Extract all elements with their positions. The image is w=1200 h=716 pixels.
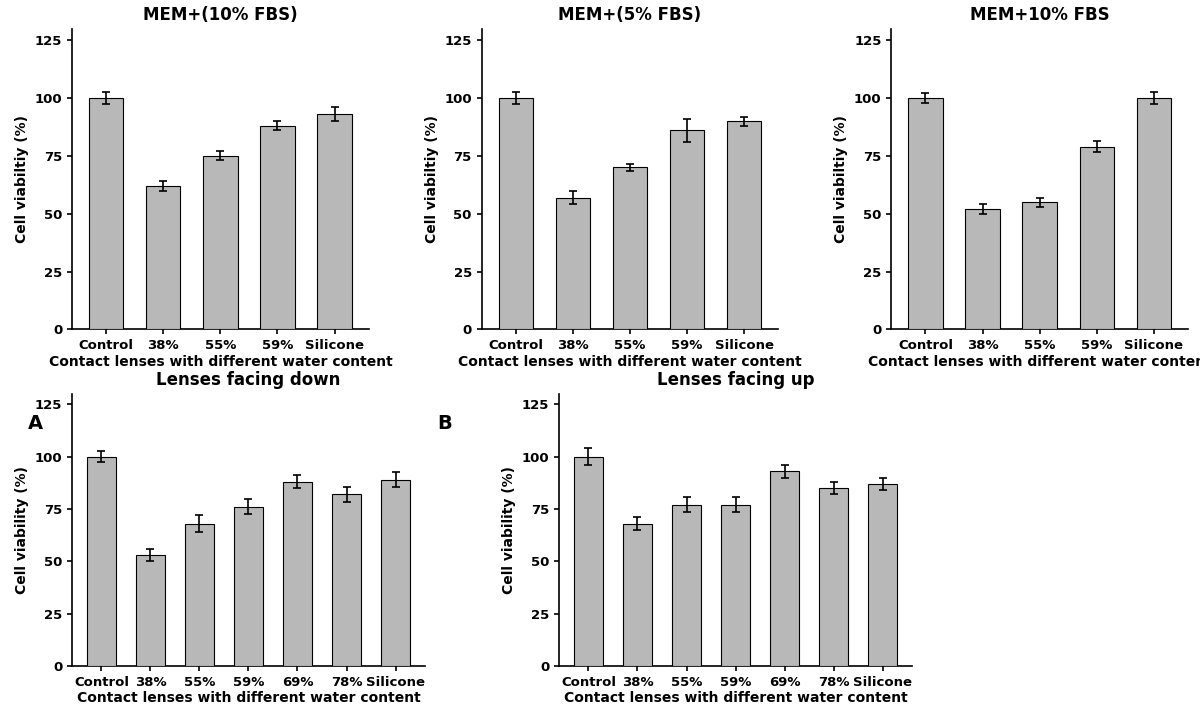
Bar [203, 156, 238, 329]
Y-axis label: Cell viabiltiy (%): Cell viabiltiy (%) [425, 115, 439, 243]
Title: Lenses facing down: Lenses facing down [156, 372, 341, 390]
Bar [136, 555, 166, 666]
Title: Lenses facing up: Lenses facing up [656, 372, 815, 390]
Bar [1080, 147, 1114, 329]
Bar [727, 121, 761, 329]
X-axis label: Contact lenses with different water content: Contact lenses with different water cont… [77, 692, 420, 705]
Bar [146, 186, 180, 329]
Bar [721, 505, 750, 666]
Bar [670, 130, 704, 329]
X-axis label: Contact lenses with different water content: Contact lenses with different water cont… [868, 355, 1200, 369]
Bar [623, 523, 652, 666]
Bar [499, 98, 533, 329]
Bar [868, 484, 898, 666]
Bar [234, 507, 263, 666]
Bar [965, 209, 1000, 329]
Text: C: C [847, 414, 862, 432]
Bar [1136, 98, 1171, 329]
Bar [185, 523, 214, 666]
Bar [86, 457, 116, 666]
Bar [283, 482, 312, 666]
Y-axis label: Cell viabiltiy (%): Cell viabiltiy (%) [16, 115, 29, 243]
X-axis label: Contact lenses with different water content: Contact lenses with different water cont… [564, 692, 907, 705]
Title: MEM+(5% FBS): MEM+(5% FBS) [558, 6, 702, 24]
Bar [574, 457, 604, 666]
X-axis label: Contact lenses with different water content: Contact lenses with different water cont… [458, 355, 802, 369]
Bar [318, 115, 352, 329]
Title: MEM+10% FBS: MEM+10% FBS [970, 6, 1110, 24]
Y-axis label: Cell viability (%): Cell viability (%) [16, 466, 29, 594]
Bar [380, 480, 410, 666]
Bar [908, 98, 942, 329]
Y-axis label: Cell viabiltiy (%): Cell viabiltiy (%) [834, 115, 848, 243]
Bar [260, 126, 295, 329]
Bar [89, 98, 124, 329]
X-axis label: Contact lenses with different water content: Contact lenses with different water cont… [48, 355, 392, 369]
Text: A: A [28, 414, 43, 432]
Bar [613, 168, 647, 329]
Bar [332, 494, 361, 666]
Y-axis label: Cell viability (%): Cell viability (%) [502, 466, 516, 594]
Bar [818, 488, 848, 666]
Title: MEM+(10% FBS): MEM+(10% FBS) [143, 6, 298, 24]
Bar [1022, 202, 1057, 329]
Bar [556, 198, 590, 329]
Bar [770, 471, 799, 666]
Text: B: B [437, 414, 452, 432]
Bar [672, 505, 701, 666]
